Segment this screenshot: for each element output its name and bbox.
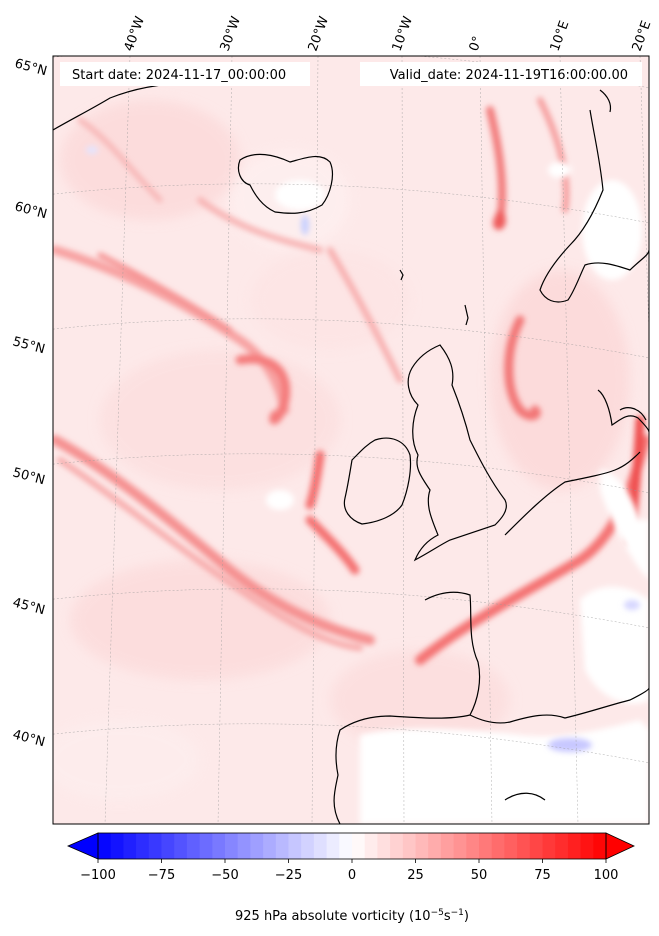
colorbar-segment	[479, 833, 493, 859]
norway-north-coast	[599, 89, 612, 113]
lat-label: 40°N	[11, 727, 47, 750]
iceland-coast	[237, 153, 334, 214]
colorbar-segment	[517, 833, 531, 859]
lat-label: 65°N	[13, 56, 49, 79]
colorbar-segment	[377, 833, 391, 859]
colorbar-segment	[263, 833, 277, 859]
lat-label: 45°N	[11, 595, 47, 618]
baltic-coast	[619, 407, 647, 421]
lon-label: 0°	[467, 34, 486, 53]
colorbar-tick-label: −25	[275, 868, 302, 883]
colorbar-segment	[352, 833, 366, 859]
colorbar-segment	[110, 833, 124, 859]
lon-label: 10°W	[390, 14, 416, 53]
valid-date-box	[360, 62, 642, 86]
colorbar-tick-label: 0	[348, 868, 356, 883]
colorbar-segment	[529, 833, 543, 859]
lat-label: 60°N	[13, 199, 49, 222]
colorbar-segment	[466, 833, 480, 859]
colorbar-ticks: −100 −75 −50 −25 0 25 50 75 100	[80, 859, 618, 883]
colorbar-segment	[415, 833, 429, 859]
colorbar-segment	[237, 833, 251, 859]
longitude-labels: 40°W 30°W 20°W 10°W 0° 10°E 20°E	[122, 14, 655, 53]
shetland-coast	[464, 304, 469, 326]
colorbar-segment	[402, 833, 416, 859]
iberia-coast	[333, 591, 481, 824]
coastlines	[53, 83, 649, 824]
colorbar-segment	[225, 833, 239, 859]
latitude-labels: 65°N 60°N 55°N 50°N 45°N 40°N	[11, 56, 49, 750]
graticule	[53, 56, 649, 824]
colorbar-tick-label: −75	[148, 868, 175, 883]
mediterranean-island-coast	[504, 792, 546, 801]
valid-date-label: Valid_date: 2024-11-19T16:00:00.00	[390, 68, 628, 83]
colorbar-segment	[390, 833, 404, 859]
colorbar-tick-label: −50	[211, 868, 238, 883]
britain-coast	[407, 344, 507, 562]
colorbar-segment	[148, 833, 162, 859]
colorbar-segment	[275, 833, 289, 859]
colorbar-segment	[250, 833, 264, 859]
colorbar-segment	[98, 833, 112, 859]
lat-label: 50°N	[11, 465, 47, 488]
colorbar-segment	[580, 833, 594, 859]
map-frame	[52, 55, 650, 825]
colorbar-segment	[212, 833, 226, 859]
colorbar-segment	[364, 833, 378, 859]
start-date-box	[60, 62, 310, 86]
colorbar-tick-label: 75	[534, 868, 551, 883]
colorbar-segment	[199, 833, 213, 859]
start-date-label: Start date: 2024-11-17_00:00:00	[72, 68, 286, 83]
colorbar-tick-label: −100	[80, 868, 116, 883]
negative-vorticity-blobs	[86, 146, 640, 752]
colorbar-high-extend	[605, 832, 635, 860]
colorbar-segment	[542, 833, 556, 859]
colorbar-segment	[555, 833, 569, 859]
lat-label: 55°N	[11, 334, 47, 357]
colorbar-segment	[123, 833, 137, 859]
ireland-coast	[343, 437, 412, 525]
vorticity-streaks	[53, 97, 649, 793]
colorbar-segment	[339, 833, 353, 859]
lon-label: 30°W	[218, 14, 244, 53]
colorbar-segment	[593, 833, 607, 859]
lon-label: 20°E	[630, 19, 655, 54]
colorbar-segment	[186, 833, 201, 859]
low-vorticity-regions	[266, 162, 649, 824]
colorbar-segment	[326, 833, 340, 859]
lon-label: 40°W	[122, 14, 148, 53]
greenland-coast	[53, 83, 171, 131]
colorbar-tick-label: 50	[471, 868, 488, 883]
mediterranean-coast	[469, 687, 649, 724]
colorbar-segment	[161, 833, 175, 859]
colorbar-segment	[491, 833, 505, 859]
colorbar-segment	[174, 833, 188, 859]
norway-coast	[539, 109, 649, 303]
denmark-coast	[597, 389, 649, 433]
colorbar: −100 −75 −50 −25 0 25 50 75 100 925 hPa absolute…	[66, 832, 635, 924]
colorbar-segments	[98, 833, 607, 859]
colorbar-segment	[440, 833, 455, 859]
vorticity-map: Start date: 2024-11-17_00:00:00 Valid_da…	[53, 56, 649, 824]
colorbar-segment	[288, 833, 302, 859]
colorbar-segment	[504, 833, 518, 859]
colorbar-tick-label: 100	[594, 868, 619, 883]
colorbar-segment	[136, 833, 150, 859]
colorbar-label: 925 hPa absolute vorticity (10−5s−1)	[235, 908, 469, 924]
continental-coast	[504, 451, 641, 536]
colorbar-segment	[428, 833, 442, 859]
faroe-coast	[399, 269, 404, 281]
colorbar-tick-label: 25	[407, 868, 424, 883]
colorbar-segment	[313, 833, 328, 859]
colorbar-segment	[301, 833, 315, 859]
lon-label: 10°E	[548, 19, 573, 54]
colorbar-segment	[453, 833, 467, 859]
lon-label: 20°W	[306, 14, 332, 53]
colorbar-low-extend	[66, 832, 99, 860]
colorbar-segment	[567, 833, 582, 859]
